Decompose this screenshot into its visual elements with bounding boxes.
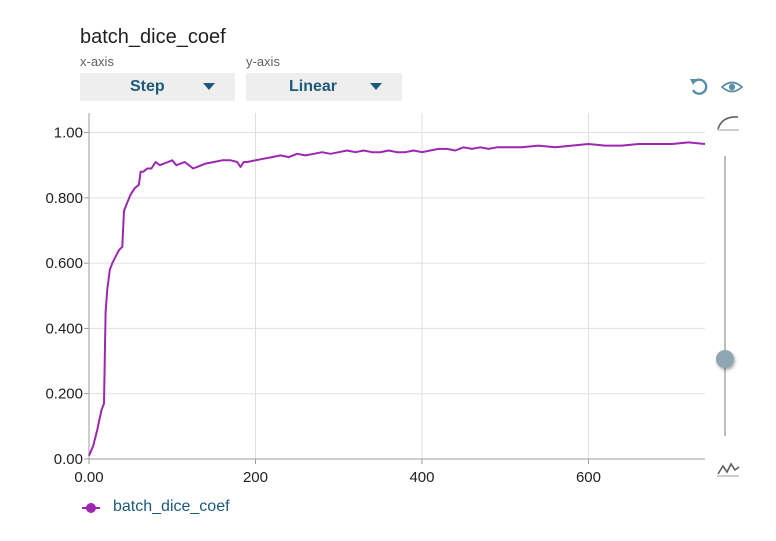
chevron-down-icon bbox=[203, 83, 215, 90]
x-axis-dropdown[interactable]: Step bbox=[80, 73, 235, 101]
chart-title: batch_dice_coef bbox=[80, 26, 226, 48]
smoothing-slider-knob[interactable] bbox=[716, 350, 734, 368]
x-axis-dropdown-value: Step bbox=[130, 78, 165, 95]
y-axis-dropdown[interactable]: Linear bbox=[246, 73, 402, 101]
y-tick-label: 0.600 bbox=[45, 255, 83, 272]
y-tick-label: 0.400 bbox=[45, 320, 83, 337]
y-tick-label: 0.00 bbox=[54, 451, 83, 468]
reset-icon[interactable] bbox=[688, 76, 710, 103]
chevron-down-icon bbox=[370, 83, 382, 90]
x-tick-label: 600 bbox=[576, 469, 601, 486]
x-tick-label: 0.00 bbox=[74, 469, 103, 486]
y-tick-label: 1.00 bbox=[54, 125, 83, 142]
y-tick-label: 0.200 bbox=[45, 386, 83, 403]
smooth-curve-icon[interactable] bbox=[716, 112, 740, 137]
series-line-batch-dice-coef bbox=[88, 141, 706, 457]
legend-entry-batch-dice-coef: batch_dice_coef bbox=[113, 498, 230, 515]
smoothing-slider-track[interactable] bbox=[724, 156, 726, 436]
x-tick-label: 200 bbox=[243, 469, 268, 486]
raw-curve-icon[interactable] bbox=[716, 458, 740, 483]
x-tick-label: 400 bbox=[409, 469, 434, 486]
y-axis-dropdown-value: Linear bbox=[289, 78, 338, 95]
x-axis-selector-label: x-axis bbox=[80, 54, 114, 69]
legend-swatch-dot bbox=[86, 503, 96, 513]
y-tick-label: 0.800 bbox=[45, 190, 83, 207]
eye-icon[interactable] bbox=[720, 78, 744, 101]
y-axis-selector-label: y-axis bbox=[246, 54, 280, 69]
